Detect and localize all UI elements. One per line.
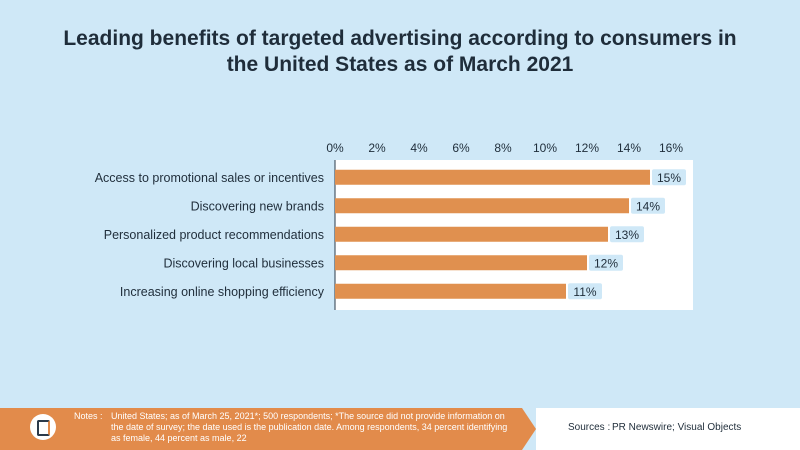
sources-label: Sources : xyxy=(568,422,611,433)
x-tick-label: 6% xyxy=(452,141,470,155)
x-tick-label: 10% xyxy=(533,141,557,155)
bar xyxy=(335,283,566,299)
footer-notes-panel xyxy=(0,408,522,450)
value-label-background xyxy=(652,169,686,186)
x-tick-label: 4% xyxy=(410,141,428,155)
bar xyxy=(335,226,608,242)
value-label-background xyxy=(568,283,602,300)
statista-logo-icon xyxy=(30,414,56,440)
category-label: Discovering new brands xyxy=(191,199,324,213)
x-tick-label: 0% xyxy=(326,141,344,155)
value-label: 13% xyxy=(615,228,639,242)
footer-sources-panel xyxy=(536,408,800,450)
value-label-background xyxy=(589,254,623,271)
bar xyxy=(335,169,650,185)
x-tick-label: 2% xyxy=(368,141,386,155)
value-label: 11% xyxy=(573,285,596,299)
category-label: Increasing online shopping efficiency xyxy=(120,285,325,299)
category-label: Discovering local businesses xyxy=(164,256,325,270)
value-label: 14% xyxy=(636,199,660,213)
category-label: Access to promotional sales or incentive… xyxy=(95,171,324,185)
value-label: 12% xyxy=(594,256,618,270)
x-tick-label: 12% xyxy=(575,141,599,155)
chart-title: Leading benefits of targeted advertising… xyxy=(63,27,737,76)
value-label-background xyxy=(631,197,665,214)
footer-arrow xyxy=(522,408,536,450)
x-tick-label: 8% xyxy=(494,141,512,155)
sources-text: PR Newswire; Visual Objects xyxy=(612,422,742,433)
notes-label: Notes : xyxy=(74,411,103,421)
x-tick-label: 16% xyxy=(659,141,683,155)
bar xyxy=(335,198,629,214)
notes-text: United States; as of March 25, 2021*; 50… xyxy=(111,411,508,443)
bar xyxy=(335,255,587,271)
value-label: 15% xyxy=(657,171,681,185)
category-label: Personalized product recommendations xyxy=(104,228,324,242)
value-label-background xyxy=(610,226,644,243)
x-tick-label: 14% xyxy=(617,141,641,155)
